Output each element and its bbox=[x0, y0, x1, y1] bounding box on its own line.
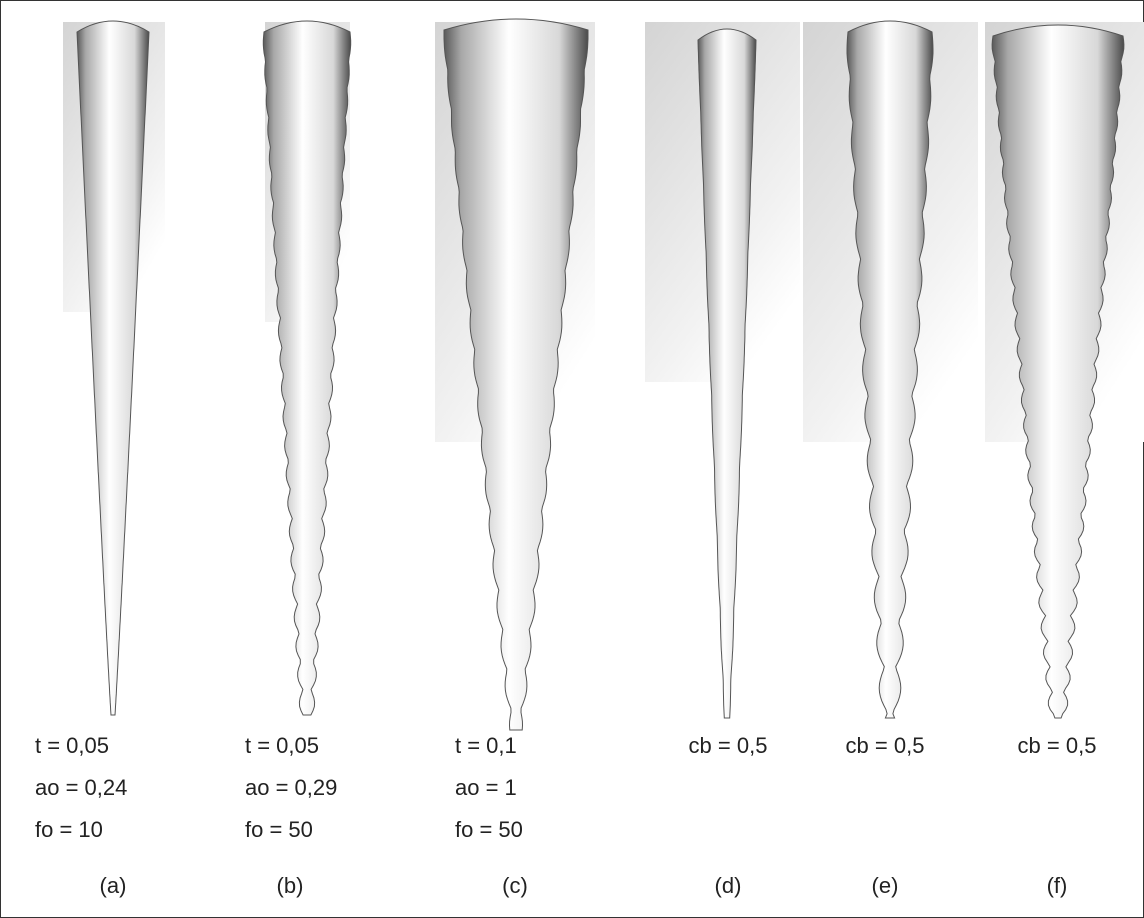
icicle bbox=[846, 20, 934, 719]
panel-label: (a) bbox=[100, 873, 127, 898]
icicle bbox=[443, 18, 589, 731]
panel-label: (b) bbox=[277, 873, 304, 898]
parameter: t = 0,05 bbox=[245, 733, 319, 758]
panel-label: (f) bbox=[1047, 873, 1068, 898]
parameter: cb = 0,5 bbox=[1018, 733, 1097, 758]
parameter: ao = 1 bbox=[455, 775, 517, 800]
panel-label: (d) bbox=[715, 873, 742, 898]
parameter: ao = 0,24 bbox=[35, 775, 127, 800]
parameter: cb = 0,5 bbox=[689, 733, 768, 758]
renderings bbox=[63, 18, 1144, 731]
parameter: fo = 50 bbox=[455, 817, 523, 842]
parameter: t = 0,1 bbox=[455, 733, 517, 758]
panel-label: (e) bbox=[872, 873, 899, 898]
parameter: ao = 0,29 bbox=[245, 775, 337, 800]
parameter: t = 0,05 bbox=[35, 733, 109, 758]
panel-label: (c) bbox=[502, 873, 528, 898]
icicle bbox=[76, 20, 150, 716]
parameter: cb = 0,5 bbox=[846, 733, 925, 758]
parameter: fo = 50 bbox=[245, 817, 313, 842]
captions: t = 0,05 ao = 0,24 fo = 10 (a) t = 0,05 ao = … bbox=[35, 733, 1096, 898]
icicle bbox=[262, 20, 352, 716]
parameter: fo = 10 bbox=[35, 817, 103, 842]
icicle bbox=[697, 28, 757, 719]
icicle bbox=[991, 24, 1125, 719]
